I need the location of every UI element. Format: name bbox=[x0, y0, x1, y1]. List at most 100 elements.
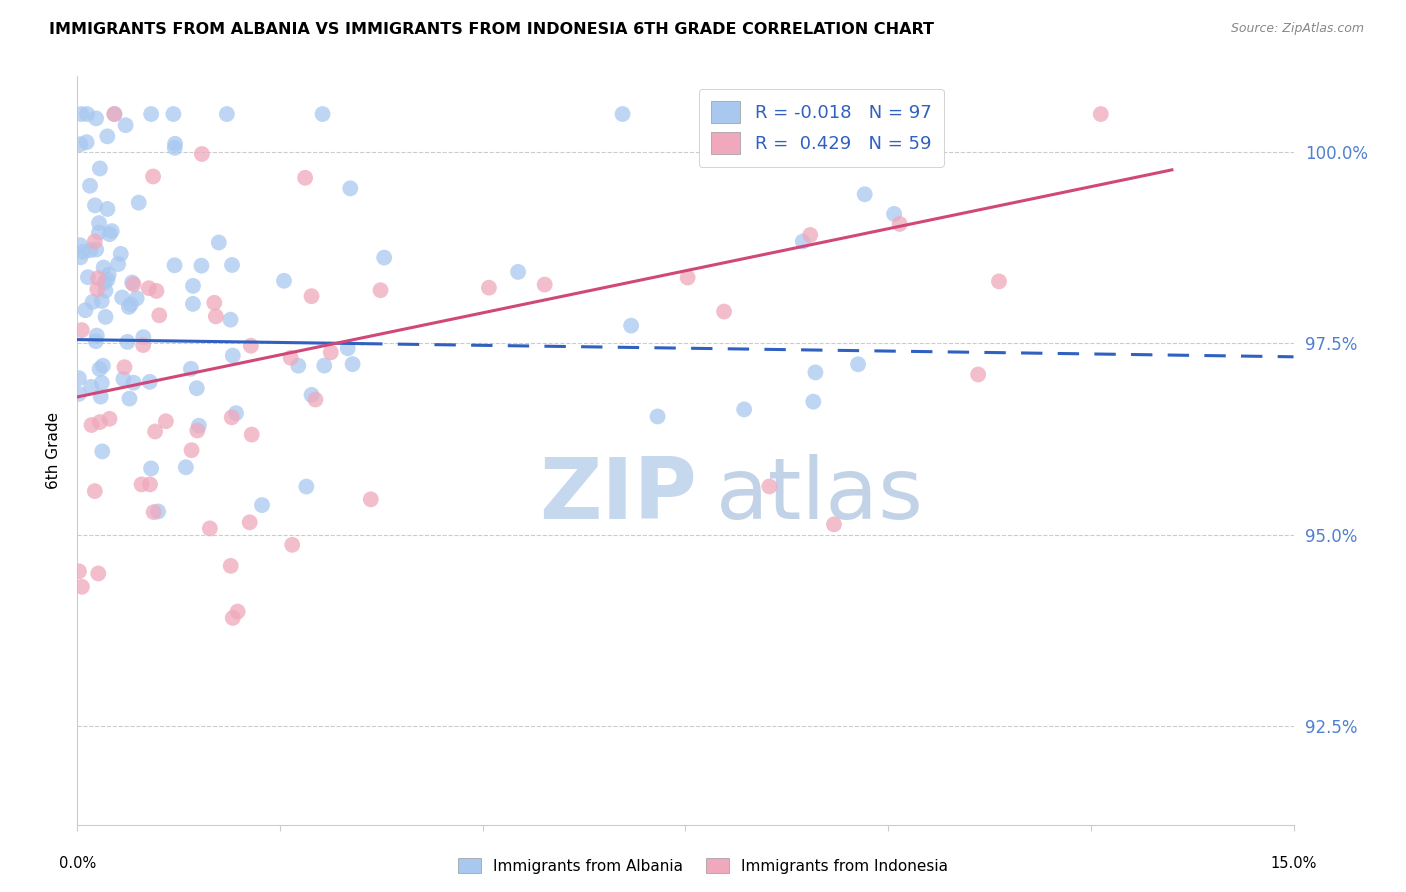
Point bbox=[190, 259, 212, 273]
Point bbox=[612, 107, 634, 121]
Point bbox=[125, 291, 148, 305]
Point bbox=[311, 107, 333, 121]
Point bbox=[77, 270, 100, 285]
Point bbox=[98, 411, 121, 425]
Point bbox=[86, 282, 108, 296]
Point bbox=[187, 418, 209, 433]
Point bbox=[273, 274, 295, 288]
Point bbox=[101, 224, 124, 238]
Point bbox=[239, 516, 262, 530]
Point bbox=[853, 187, 876, 202]
Point bbox=[620, 318, 643, 333]
Point bbox=[80, 417, 103, 432]
Point bbox=[114, 360, 136, 375]
Point bbox=[823, 517, 845, 532]
Point bbox=[118, 300, 141, 314]
Point bbox=[87, 271, 110, 285]
Point bbox=[84, 198, 107, 212]
Point bbox=[89, 161, 111, 176]
Point bbox=[141, 107, 163, 121]
Point bbox=[120, 297, 142, 311]
Point bbox=[506, 265, 529, 279]
Point bbox=[804, 365, 827, 379]
Point bbox=[79, 178, 101, 193]
Text: 15.0%: 15.0% bbox=[1271, 855, 1316, 871]
Point bbox=[112, 372, 135, 386]
Point bbox=[191, 147, 214, 161]
Point bbox=[181, 278, 204, 293]
Point bbox=[222, 349, 245, 363]
Point bbox=[240, 427, 263, 442]
Point bbox=[314, 359, 336, 373]
Point bbox=[988, 274, 1011, 288]
Point bbox=[360, 492, 382, 507]
Point bbox=[93, 260, 115, 275]
Point bbox=[226, 605, 249, 619]
Point bbox=[79, 243, 101, 257]
Point bbox=[97, 268, 120, 282]
Point bbox=[87, 216, 110, 230]
Point bbox=[239, 339, 262, 353]
Point bbox=[139, 477, 162, 491]
Point bbox=[83, 484, 105, 499]
Point bbox=[128, 195, 150, 210]
Point bbox=[89, 415, 111, 429]
Point bbox=[67, 371, 90, 385]
Point bbox=[84, 112, 107, 126]
Point bbox=[733, 402, 755, 417]
Point bbox=[90, 390, 112, 404]
Point bbox=[163, 141, 186, 155]
Point bbox=[114, 118, 136, 132]
Point bbox=[287, 359, 309, 373]
Point bbox=[205, 310, 228, 324]
Point bbox=[87, 566, 110, 581]
Point bbox=[294, 170, 316, 185]
Point bbox=[139, 461, 162, 475]
Point bbox=[91, 444, 114, 458]
Point bbox=[131, 477, 153, 491]
Point bbox=[202, 295, 225, 310]
Point bbox=[110, 247, 132, 261]
Point bbox=[198, 521, 221, 535]
Point bbox=[80, 380, 103, 394]
Point bbox=[96, 202, 118, 216]
Text: 0.0%: 0.0% bbox=[59, 855, 96, 871]
Point bbox=[111, 291, 134, 305]
Point bbox=[478, 281, 501, 295]
Point bbox=[295, 479, 318, 493]
Point bbox=[737, 107, 759, 121]
Point bbox=[103, 107, 125, 121]
Point bbox=[1090, 107, 1112, 121]
Point bbox=[186, 424, 208, 438]
Point bbox=[142, 169, 165, 184]
Point bbox=[219, 312, 242, 326]
Point bbox=[145, 284, 167, 298]
Point bbox=[67, 387, 90, 401]
Point bbox=[792, 235, 814, 249]
Point bbox=[94, 284, 117, 298]
Point bbox=[281, 538, 304, 552]
Point bbox=[887, 107, 910, 121]
Point bbox=[69, 238, 91, 252]
Point bbox=[186, 381, 208, 395]
Point bbox=[373, 251, 395, 265]
Point bbox=[148, 308, 170, 322]
Point bbox=[72, 244, 94, 259]
Point bbox=[758, 479, 780, 493]
Point bbox=[342, 357, 364, 371]
Point bbox=[117, 334, 139, 349]
Point bbox=[846, 357, 869, 371]
Point bbox=[647, 409, 669, 424]
Point bbox=[339, 181, 361, 195]
Point bbox=[676, 270, 699, 285]
Point bbox=[180, 361, 202, 376]
Text: atlas: atlas bbox=[716, 454, 924, 537]
Point bbox=[90, 376, 112, 390]
Point bbox=[889, 217, 911, 231]
Point bbox=[883, 207, 905, 221]
Point bbox=[98, 227, 121, 241]
Point bbox=[162, 107, 184, 121]
Point bbox=[918, 107, 941, 121]
Point bbox=[142, 505, 165, 519]
Point bbox=[69, 250, 91, 264]
